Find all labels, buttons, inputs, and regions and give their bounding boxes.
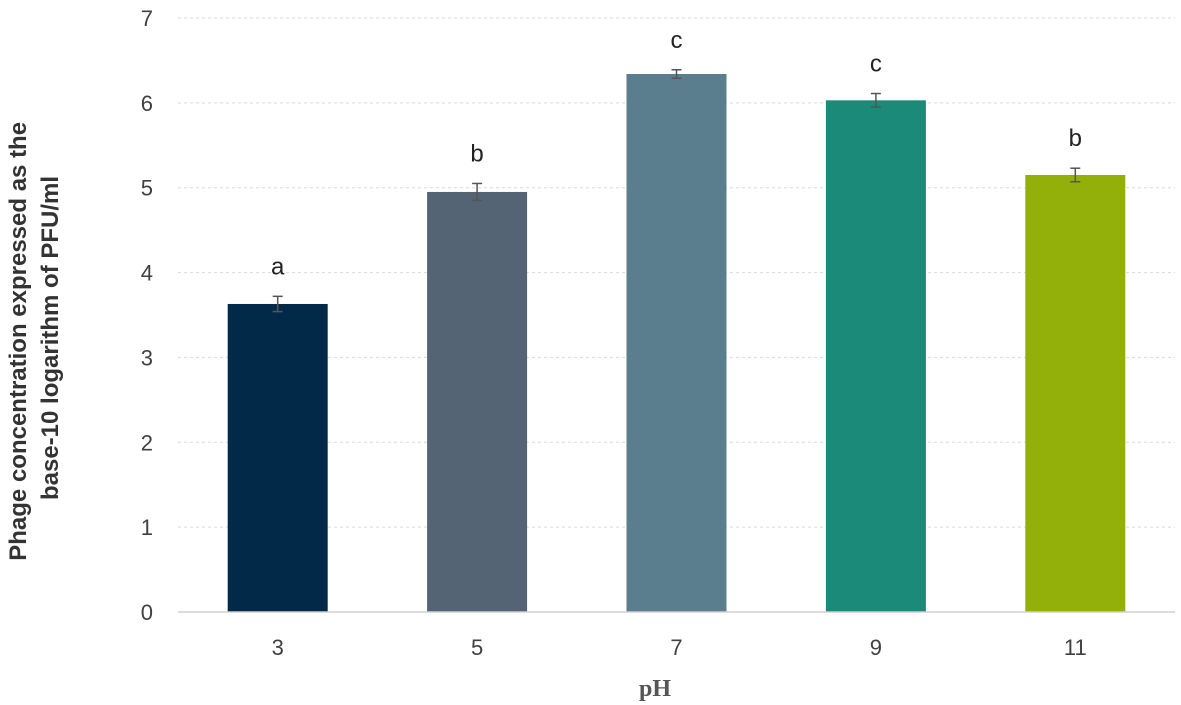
y-tick-labels: 0 1 2 3 4 5 6 7: [141, 6, 153, 625]
y-tick-label: 2: [141, 430, 153, 455]
x-tick-labels: 3 5 7 9 11: [272, 635, 1087, 660]
x-tick-label: 5: [471, 635, 483, 660]
bar: [626, 74, 727, 612]
error-bar: [870, 92, 881, 108]
y-axis-title-line-2: base-10 logarithm of PFU/ml: [37, 176, 64, 500]
x-tick-label: 7: [670, 635, 682, 660]
error-bar: [272, 295, 283, 313]
error-bar: [671, 69, 682, 79]
significance-label: a: [271, 253, 285, 280]
y-tick-label: 6: [141, 91, 153, 116]
y-axis-title: Phage concentration expressed as the bas…: [5, 115, 64, 561]
bar: [227, 303, 328, 612]
x-tick-label: 3: [272, 635, 284, 660]
y-tick-label: 3: [141, 345, 153, 370]
significance-label: b: [1069, 125, 1082, 152]
y-axis-title-line-1: Phage concentration expressed as the: [5, 122, 32, 561]
error-bars: [272, 69, 1081, 313]
bar: [427, 191, 528, 612]
significance-labels: a b c c b: [271, 27, 1082, 281]
x-axis-title: pH: [639, 676, 671, 702]
y-tick-label: 4: [141, 261, 153, 286]
y-tick-label: 7: [141, 6, 153, 31]
error-bar: [1070, 167, 1081, 183]
significance-label: b: [470, 140, 483, 167]
y-tick-label: 1: [141, 515, 153, 540]
significance-label: c: [870, 51, 882, 78]
y-tick-label: 0: [141, 600, 153, 625]
significance-label: c: [671, 27, 683, 54]
bar: [1025, 174, 1126, 612]
error-bar: [472, 182, 483, 202]
x-tick-label: 11: [1064, 635, 1087, 660]
bars: [227, 74, 1126, 612]
bar: [825, 100, 926, 612]
y-tick-label: 5: [141, 176, 153, 201]
x-tick-label: 9: [870, 635, 882, 660]
